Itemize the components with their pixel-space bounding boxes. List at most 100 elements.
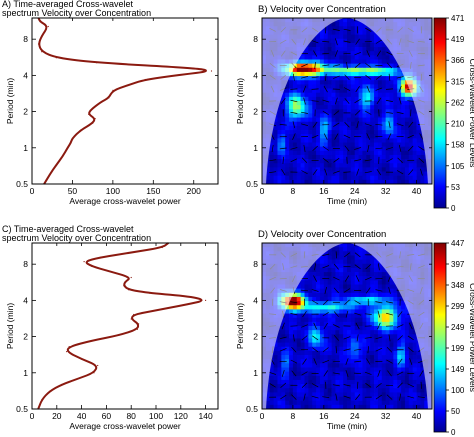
- heat-cell: [308, 284, 313, 290]
- heat-cell: [331, 296, 336, 302]
- heat-cell: [397, 142, 402, 148]
- heat-cell: [327, 67, 332, 73]
- heat-cell: [404, 355, 410, 360]
- heat-cell: [354, 334, 359, 339]
- heat-cell: [389, 154, 394, 160]
- phase-arrow: [356, 168, 360, 176]
- heat-cell: [312, 105, 317, 110]
- data-point: [96, 62, 98, 64]
- heat-cell: [296, 117, 302, 123]
- heat-cell: [327, 26, 332, 31]
- heat-cell: [358, 334, 363, 339]
- heat-cell: [401, 305, 406, 310]
- heat-cell: [319, 71, 325, 77]
- heat-cell: [358, 355, 363, 360]
- heat-cell: [289, 150, 294, 156]
- heat-cell: [401, 384, 406, 389]
- heat-cell: [292, 392, 298, 397]
- heat-cell: [335, 146, 340, 152]
- phase-arrow: [322, 157, 329, 163]
- heat-cell: [312, 379, 317, 385]
- heat-cell: [316, 334, 321, 339]
- heat-cell: [350, 251, 356, 256]
- heat-cell: [377, 101, 383, 106]
- heat-cell: [319, 272, 325, 277]
- heat-cell: [362, 142, 367, 148]
- phase-arrow: [365, 287, 371, 294]
- heat-cell: [273, 400, 278, 406]
- heat-cell: [381, 355, 387, 360]
- heat-cell: [377, 342, 383, 348]
- heat-cell: [350, 42, 356, 48]
- heat-cell: [289, 350, 294, 356]
- heat-cell: [358, 342, 363, 348]
- heat-cell: [296, 67, 302, 73]
- heat-cell: [327, 47, 332, 52]
- heat-cell: [316, 284, 321, 290]
- heat-cell: [277, 334, 282, 339]
- heat-cell: [393, 138, 398, 143]
- heat-cell: [277, 171, 282, 177]
- colorbar-tick-label: 315: [451, 77, 465, 86]
- heat-cell: [327, 171, 332, 177]
- heat-cell: [304, 313, 309, 319]
- heat-cell: [377, 404, 383, 409]
- heat-cell: [285, 313, 290, 319]
- heat-cell: [404, 142, 410, 148]
- heat-cell: [327, 154, 332, 160]
- heat-cell: [354, 175, 359, 181]
- heat-cell: [292, 88, 298, 94]
- heat-cell: [389, 121, 394, 127]
- heat-cell: [292, 179, 298, 184]
- heat-cell: [347, 26, 352, 31]
- heat-cell: [366, 259, 371, 265]
- heat-cell: [292, 76, 298, 81]
- heat-cell: [385, 138, 390, 143]
- phase-arrow: [375, 347, 383, 352]
- heat-cell: [362, 259, 367, 265]
- heat-cell: [331, 400, 336, 406]
- heat-cell: [347, 309, 352, 314]
- heat-cell: [397, 396, 402, 402]
- heat-cell: [277, 392, 282, 397]
- heat-cell: [370, 38, 375, 44]
- heat-cell: [281, 392, 286, 397]
- heat-cell: [393, 355, 398, 360]
- x-tick-label: 8: [291, 186, 296, 196]
- phase-arrow: [375, 394, 382, 400]
- heat-cell: [312, 179, 317, 184]
- heat-cell: [366, 334, 371, 339]
- heat-cell: [335, 255, 340, 260]
- heat-cell: [312, 350, 317, 356]
- heat-cell: [374, 355, 379, 360]
- heat-cell: [269, 159, 274, 164]
- phase-arrow: [311, 289, 319, 292]
- heat-cell: [335, 76, 340, 81]
- heat-cell: [370, 84, 375, 89]
- heat-cell: [393, 284, 398, 290]
- heat-cell: [401, 396, 406, 402]
- heat-cell: [347, 379, 352, 385]
- heat-cell: [335, 34, 340, 40]
- heat-cell: [281, 138, 286, 143]
- heat-cell: [347, 280, 352, 285]
- heat-cell: [358, 396, 363, 402]
- phase-arrow: [357, 381, 359, 389]
- heat-cell: [358, 280, 363, 285]
- y-tick-label: 4: [23, 70, 28, 80]
- heat-cell: [343, 392, 348, 397]
- phase-arrow: [398, 97, 402, 105]
- heat-cell: [393, 96, 398, 102]
- heat-cell: [277, 117, 282, 123]
- heat-cell: [358, 167, 363, 172]
- heat-cell: [350, 305, 356, 310]
- heat-cell: [374, 171, 379, 177]
- heat-cell: [312, 375, 317, 381]
- heat-cell: [385, 71, 390, 77]
- heat-cell: [281, 130, 286, 135]
- heat-cell: [347, 363, 352, 368]
- heat-cell: [358, 404, 363, 409]
- heat-cell: [308, 330, 313, 335]
- heat-cell: [412, 400, 417, 406]
- heat-cell: [339, 30, 344, 35]
